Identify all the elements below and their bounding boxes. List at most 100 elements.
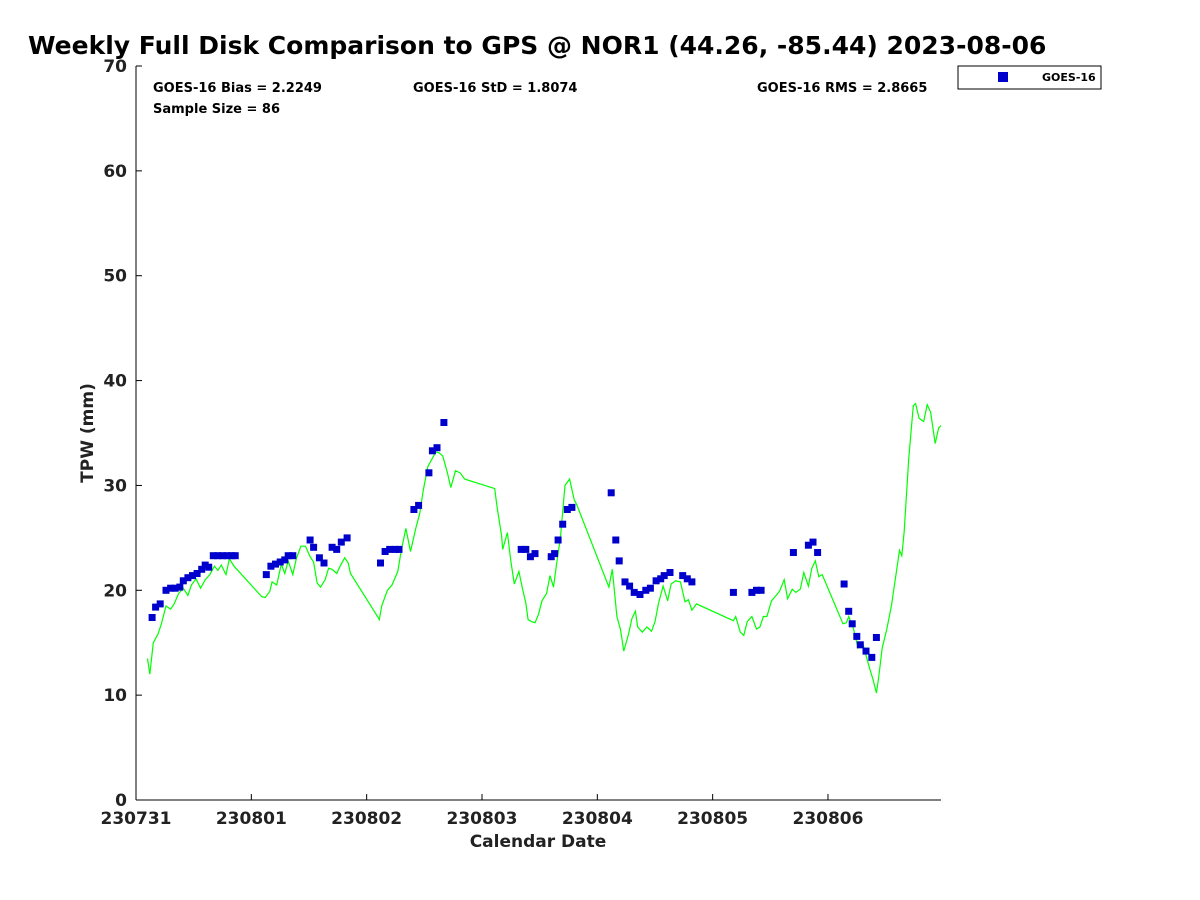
goes16-point: [554, 536, 562, 544]
goes16-point: [551, 550, 559, 558]
goes16-point: [666, 569, 674, 576]
goes16-point: [189, 572, 196, 580]
goes16-point: [814, 549, 822, 556]
sample-size-stat: Sample Size = 86: [153, 102, 280, 117]
goes16-point: [193, 570, 201, 577]
gps-line-series: [146, 402, 942, 694]
goes16-point: [753, 586, 760, 594]
goes16-point: [320, 559, 328, 567]
goes16-point: [630, 588, 638, 596]
goes16-point: [872, 634, 880, 641]
goes16-point: [276, 558, 284, 566]
goes16-point: [862, 647, 870, 655]
gps-tpw-line: [146, 402, 942, 694]
goes16-point: [568, 503, 576, 511]
goes16-point: [162, 586, 170, 594]
goes16-point: [337, 538, 345, 546]
goes16-point: [152, 603, 160, 611]
goes16-point: [522, 545, 530, 553]
goes16-point: [328, 543, 336, 551]
y-tick-label: 20: [103, 581, 127, 601]
chart-title: Weekly Full Disk Comparison to GPS @ NOR…: [28, 31, 1046, 60]
goes16-point: [284, 552, 292, 560]
goes16-point: [845, 607, 853, 615]
goes16-point: [607, 489, 615, 497]
goes16-point: [433, 444, 441, 452]
goes16-point: [214, 552, 222, 560]
x-axis-label: Calendar Date: [470, 832, 607, 852]
goes16-point: [848, 620, 856, 628]
goes16-point: [612, 536, 620, 544]
goes16-point: [729, 588, 737, 596]
y-tick-label: 30: [103, 476, 127, 496]
goes16-point: [559, 520, 567, 528]
goes16-point: [148, 614, 156, 621]
goes16-point: [642, 586, 650, 594]
goes16-point: [410, 506, 418, 513]
y-tick-label: 40: [103, 372, 127, 392]
goes16-point: [646, 584, 654, 592]
x-tick-label: 230806: [792, 809, 863, 829]
goes16-point: [652, 577, 660, 585]
y-tick-label: 0: [115, 791, 127, 811]
goes16-point: [748, 588, 756, 596]
y-tick-label: 10: [103, 686, 127, 706]
goes16-point: [531, 550, 539, 558]
std-stat: GOES-16 StD = 1.8074: [413, 81, 577, 96]
goes16-point: [267, 562, 275, 570]
goes16-point: [660, 572, 668, 580]
goes16-point: [262, 571, 270, 579]
goes16-point: [615, 557, 623, 565]
goes16-point: [386, 545, 394, 553]
goes16-point: [306, 536, 314, 544]
goes16-point: [757, 586, 765, 594]
goes16-point: [231, 552, 239, 560]
goes16-point: [395, 545, 403, 553]
goes16-point: [219, 552, 226, 560]
goes16-point: [428, 447, 436, 455]
goes16-point: [156, 600, 164, 608]
goes16-point: [856, 641, 864, 649]
y-tick-label: 50: [103, 267, 127, 287]
goes16-point: [179, 577, 187, 585]
goes16-point: [679, 572, 687, 580]
goes16-point: [840, 580, 848, 588]
rms-stat: GOES-16 RMS = 2.8665: [757, 81, 927, 96]
plot-frame: [136, 66, 941, 800]
goes16-point: [853, 632, 861, 640]
legend-marker: [998, 72, 1008, 82]
goes16-point: [636, 591, 644, 598]
goes16-point: [688, 578, 696, 586]
goes16-point: [272, 560, 279, 568]
goes16-point: [289, 552, 297, 560]
x-tick-label: 230805: [677, 809, 748, 829]
y-tick-label: 70: [103, 57, 127, 77]
goes16-point: [223, 552, 231, 560]
goes16-point: [205, 563, 213, 571]
y-axis-label: TPW (mm): [78, 383, 98, 483]
goes16-point: [381, 548, 389, 555]
x-tick-label: 230804: [562, 809, 633, 829]
axes: [135, 65, 941, 801]
goes16-point: [804, 541, 812, 549]
x-tick-label: 230731: [101, 809, 172, 829]
goes16-point: [171, 584, 179, 592]
goes16-point: [440, 419, 448, 426]
goes16-point: [176, 583, 184, 591]
x-tick-label: 230802: [331, 809, 402, 829]
plot-area: [136, 66, 941, 800]
y-tick-label: 60: [103, 162, 127, 182]
goes16-point: [184, 574, 192, 582]
goes16-point: [683, 575, 691, 583]
goes16-point: [425, 469, 433, 477]
bias-stat: GOES-16 Bias = 2.2249: [153, 81, 322, 96]
goes16-point: [377, 559, 384, 567]
goes16-point: [517, 545, 525, 553]
legend-label: GOES-16: [1042, 71, 1096, 84]
goes16-point: [209, 552, 217, 560]
goes16-scatter-series: [148, 419, 880, 661]
goes16-point: [343, 534, 351, 542]
goes16-point: [281, 556, 289, 564]
goes16-point: [626, 582, 634, 590]
